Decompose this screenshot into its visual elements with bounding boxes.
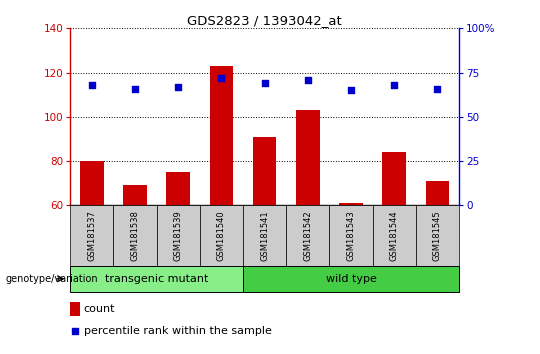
Point: [303, 77, 312, 82]
Bar: [123, 185, 147, 205]
Bar: [339, 203, 363, 205]
Text: GSM181545: GSM181545: [433, 210, 442, 261]
Text: GSM181544: GSM181544: [390, 210, 399, 261]
Bar: [80, 161, 104, 205]
Bar: [243, 266, 459, 292]
Point: [87, 82, 96, 88]
Point: [217, 75, 226, 81]
Bar: [329, 205, 373, 266]
Bar: [113, 205, 157, 266]
Point: [174, 84, 183, 90]
Point: [347, 87, 355, 93]
Bar: [382, 152, 406, 205]
Point: [433, 86, 442, 91]
Bar: [286, 205, 329, 266]
Bar: [243, 205, 286, 266]
Bar: [373, 205, 416, 266]
Text: GSM181538: GSM181538: [131, 210, 139, 261]
Bar: [166, 172, 190, 205]
Text: GSM181540: GSM181540: [217, 210, 226, 261]
Bar: [70, 266, 243, 292]
Text: wild type: wild type: [326, 274, 376, 284]
Text: GSM181543: GSM181543: [347, 210, 355, 261]
Point: [390, 82, 399, 88]
Text: percentile rank within the sample: percentile rank within the sample: [84, 326, 272, 336]
Point: [131, 86, 139, 91]
Text: transgenic mutant: transgenic mutant: [105, 274, 208, 284]
Bar: [296, 110, 320, 205]
Bar: [426, 181, 449, 205]
Text: genotype/variation: genotype/variation: [5, 274, 98, 284]
Text: GSM181537: GSM181537: [87, 210, 96, 261]
Text: GSM181539: GSM181539: [174, 210, 183, 261]
Title: GDS2823 / 1393042_at: GDS2823 / 1393042_at: [187, 14, 342, 27]
Text: count: count: [84, 304, 116, 314]
Point: [71, 329, 79, 334]
Bar: [200, 205, 243, 266]
Text: GSM181542: GSM181542: [303, 210, 312, 261]
Bar: [210, 66, 233, 205]
Bar: [70, 302, 80, 316]
Bar: [70, 205, 113, 266]
Bar: [157, 205, 200, 266]
Bar: [253, 137, 276, 205]
Text: GSM181541: GSM181541: [260, 210, 269, 261]
Point: [260, 80, 269, 86]
Bar: [416, 205, 459, 266]
